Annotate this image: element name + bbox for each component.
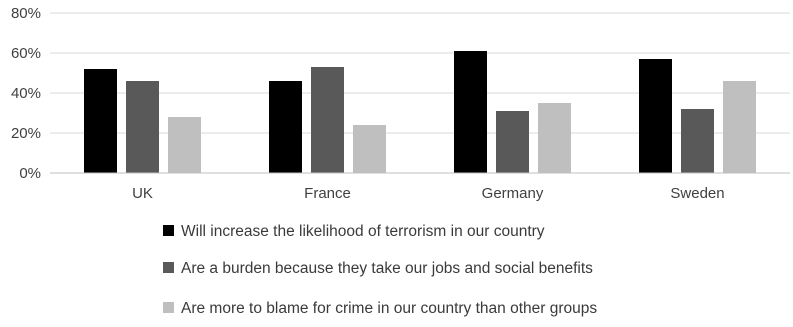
y-tick-label: 60%	[11, 45, 41, 62]
bar-sweden-series-3	[723, 81, 756, 173]
bar-germany-series-2	[496, 111, 529, 173]
y-tick-label: 0%	[19, 165, 41, 182]
legend-swatch	[163, 302, 174, 313]
legend-swatch	[163, 262, 174, 273]
x-category-label: UK	[132, 185, 153, 202]
y-tick-label: 80%	[11, 5, 41, 22]
bar-uk-series-2	[126, 81, 159, 173]
bar-france-series-1	[269, 81, 302, 173]
x-axis-category-labels: UK France Germany Sweden	[132, 185, 725, 202]
legend-label: Will increase the likelihood of terroris…	[181, 223, 545, 240]
bar-uk-series-3	[168, 117, 201, 173]
bar-germany-series-1	[454, 51, 487, 173]
bar-france-series-2	[311, 67, 344, 173]
bar-sweden-series-2	[681, 109, 714, 173]
legend-label: Are a burden because they take our jobs …	[181, 260, 593, 277]
bar-sweden-series-1	[639, 59, 672, 173]
bar-uk-series-1	[84, 69, 117, 173]
bar-france-series-3	[353, 125, 386, 173]
bar-germany-series-3	[538, 103, 571, 173]
y-tick-label: 20%	[11, 125, 41, 142]
bars	[84, 51, 756, 173]
gridlines	[50, 12, 790, 134]
x-category-label: France	[304, 185, 351, 202]
x-category-label: Sweden	[670, 185, 724, 202]
y-tick-label: 40%	[11, 85, 41, 102]
legend-swatch	[163, 225, 174, 236]
x-category-label: Germany	[482, 185, 544, 202]
legend-label: Are more to blame for crime in our count…	[181, 300, 597, 317]
y-axis-tick-labels: 0% 20% 40% 60% 80%	[11, 5, 41, 182]
legend: Will increase the likelihood of terroris…	[163, 223, 597, 317]
